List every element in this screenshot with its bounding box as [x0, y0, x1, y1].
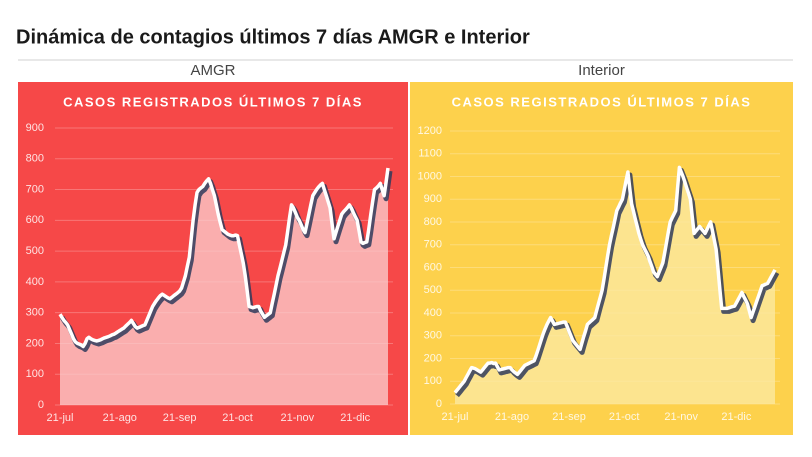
y-tick-label: 1200: [418, 125, 442, 137]
x-tick-label: 21-nov: [280, 412, 314, 424]
y-tick-label: 700: [424, 239, 442, 251]
y-tick-label: 900: [26, 122, 44, 134]
y-tick-label: 500: [424, 284, 442, 296]
y-tick-label: 700: [26, 183, 44, 195]
area: [455, 167, 775, 404]
y-tick-label: 300: [26, 307, 44, 319]
y-tick-label: 500: [26, 245, 44, 257]
y-tick-label: 300: [424, 330, 442, 342]
y-tick-label: 800: [424, 216, 442, 228]
y-tick-label: 0: [436, 398, 442, 410]
y-tick-label: 0: [38, 399, 44, 411]
x-tick-label: 21-nov: [664, 411, 698, 423]
x-tick-label: 21-sep: [163, 412, 197, 424]
x-tick-label: 21-sep: [552, 411, 586, 423]
y-tick-label: 600: [424, 261, 442, 273]
y-tick-label: 1000: [418, 170, 442, 182]
x-tick-label: 21-oct: [222, 412, 253, 424]
x-tick-label: 21-jul: [442, 411, 469, 423]
x-tick-label: 21-dic: [721, 411, 751, 423]
chart-title: CASOS REGISTRADOS ÚLTIMOS 7 DÍAS: [63, 94, 363, 109]
x-tick-label: 21-jul: [47, 412, 74, 424]
panel-label: Interior: [578, 62, 625, 79]
area: [60, 168, 388, 405]
line: [453, 165, 777, 394]
y-tick-label: 400: [26, 276, 44, 288]
x-tick-label: 21-dic: [340, 412, 370, 424]
line-shadow: [455, 167, 780, 398]
y-tick-label: 100: [26, 368, 44, 380]
y-tick-label: 800: [26, 153, 44, 165]
y-tick-label: 400: [424, 307, 442, 319]
x-tick-label: 21-ago: [495, 411, 529, 423]
y-tick-label: 1100: [418, 148, 442, 160]
y-tick-label: 600: [26, 214, 44, 226]
page-title: Dinámica de contagios últimos 7 días AMG…: [16, 26, 530, 48]
panel-label: AMGR: [191, 62, 236, 79]
x-tick-label: 21-ago: [103, 412, 137, 424]
y-tick-label: 100: [424, 375, 442, 387]
y-tick-label: 900: [424, 193, 442, 205]
line: [58, 167, 390, 349]
x-tick-label: 21-oct: [609, 411, 640, 423]
y-tick-label: 200: [424, 352, 442, 364]
y-tick-label: 200: [26, 337, 44, 349]
chart-title: CASOS REGISTRADOS ÚLTIMOS 7 DÍAS: [452, 94, 752, 109]
